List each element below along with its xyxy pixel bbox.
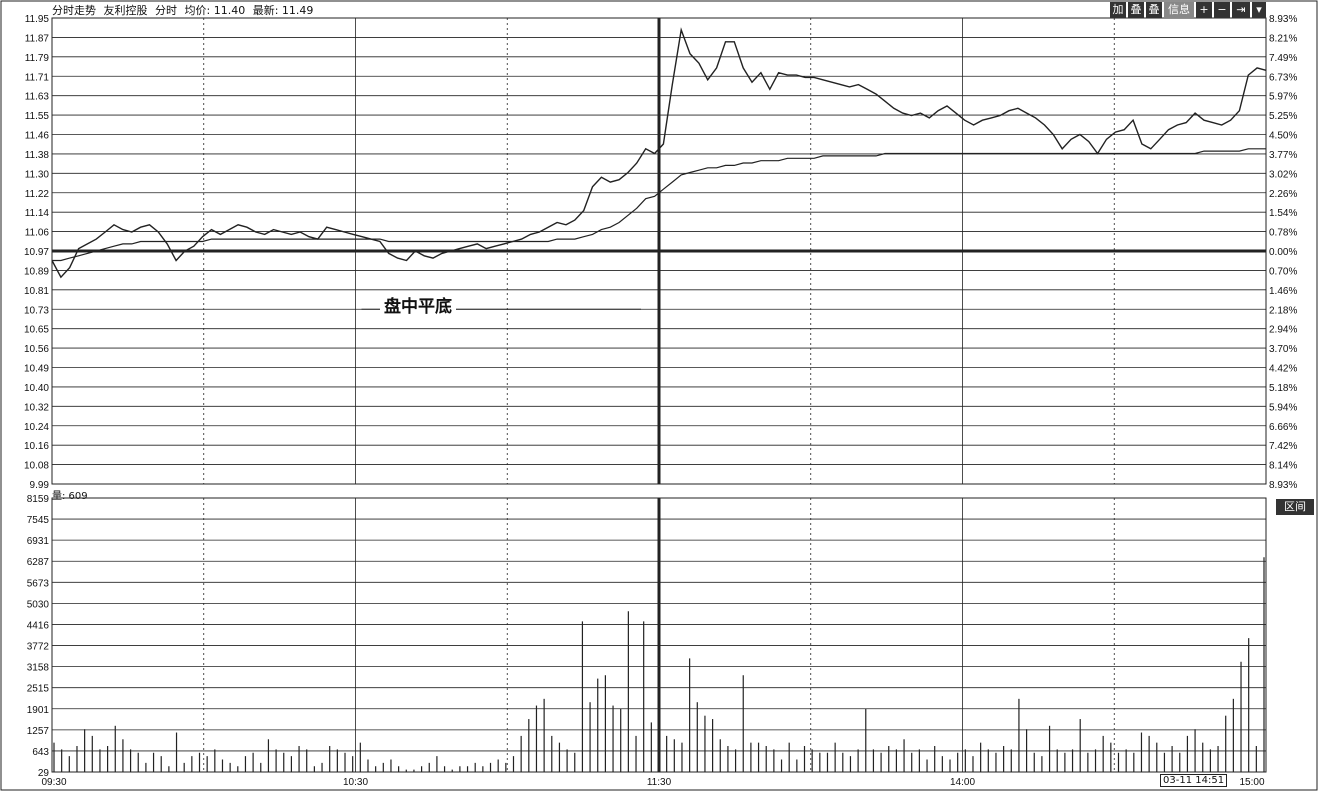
view-title: 分时走势 (52, 4, 96, 17)
stack-button[interactable]: 叠 (1146, 2, 1162, 18)
percent-tick-label: 3.02% (1269, 169, 1297, 180)
percent-tick-label: 0.00% (1269, 247, 1297, 258)
price-tick-label: 11.06 (25, 228, 50, 239)
cursor-time-tag: 03-11 14:51 (1160, 774, 1228, 787)
percent-tick-label: 8.21% (1269, 33, 1297, 44)
overlay-button[interactable]: 叠 (1128, 2, 1144, 18)
volume-tick-label: 1901 (27, 705, 50, 716)
price-tick-label: 10.89 (24, 266, 49, 277)
time-tick-label: 14:00 (950, 777, 975, 788)
avg-price-label: 均价: 11.40 (184, 4, 246, 17)
percent-tick-label: 5.94% (1269, 402, 1297, 413)
percent-tick-label: 0.70% (1269, 266, 1297, 277)
volume-tick-label: 5030 (27, 599, 50, 610)
percent-tick-label: 3.77% (1269, 150, 1297, 161)
price-tick-label: 10.24 (24, 422, 49, 433)
percent-tick-label: 1.54% (1269, 208, 1297, 219)
menu-chevron-down-icon[interactable]: ▾ (1252, 2, 1266, 18)
percent-tick-label: 1.46% (1269, 286, 1297, 297)
price-tick-label: 10.56 (24, 344, 49, 355)
price-tick-label: 11.30 (25, 169, 50, 180)
percent-tick-label: 7.42% (1269, 441, 1297, 452)
price-tick-label: 11.46 (25, 131, 50, 142)
volume-tick-label: 4416 (27, 620, 50, 631)
time-tick-label: 15:00 (1239, 777, 1264, 788)
info-button[interactable]: 信息 (1164, 2, 1194, 18)
percent-tick-label: 5.25% (1269, 111, 1297, 122)
volume-tick-label: 6287 (27, 557, 50, 568)
percent-tick-label: 2.18% (1269, 305, 1297, 316)
chart-header: 分时走势 友利控股 分时 均价: 11.40 最新: 11.49 (52, 2, 317, 18)
price-line (51, 27, 1267, 279)
stock-name: 友利控股 (103, 4, 148, 17)
volume-tick-label: 3772 (27, 642, 50, 653)
price-tick-label: 10.73 (24, 305, 49, 316)
percent-tick-label: 6.66% (1269, 422, 1297, 433)
latest-price-label: 最新: 11.49 (252, 4, 314, 17)
price-tick-label: 11.95 (25, 14, 50, 25)
price-tick-label: 11.87 (25, 33, 50, 44)
price-tick-label: 11.55 (25, 111, 50, 122)
percent-tick-label: 0.78% (1269, 228, 1297, 239)
price-tick-label: 10.32 (24, 402, 49, 413)
price-tick-label: 11.14 (25, 208, 50, 219)
volume-tick-label: 7545 (27, 515, 50, 526)
price-tick-label: 10.08 (24, 461, 49, 472)
percent-tick-label: 8.93% (1269, 480, 1297, 491)
volume-label: 量: 609 (52, 491, 88, 502)
mode-label: 分时 (155, 4, 177, 17)
percent-tick-label: 8.93% (1269, 14, 1297, 25)
price-tick-label: 10.65 (24, 325, 49, 336)
price-tick-label: 10.40 (24, 383, 49, 394)
volume-tick-label: 643 (32, 747, 49, 758)
percent-tick-label: 4.42% (1269, 364, 1297, 375)
next-button[interactable]: ⇥ (1232, 2, 1250, 18)
average-price-line (52, 148, 1266, 262)
price-tick-label: 10.16 (24, 441, 49, 452)
percent-tick-label: 6.73% (1269, 72, 1297, 83)
price-tick-label: 9.99 (30, 480, 50, 491)
price-tick-label: 11.63 (25, 92, 50, 103)
percent-tick-label: 2.94% (1269, 325, 1297, 336)
percent-tick-label: 3.70% (1269, 344, 1297, 355)
time-tick-label: 10:30 (343, 777, 368, 788)
add-button[interactable]: 加 (1110, 2, 1126, 18)
zoom-out-button[interactable]: − (1214, 2, 1230, 18)
percent-tick-label: 5.97% (1269, 92, 1297, 103)
percent-tick-label: 4.50% (1269, 131, 1297, 142)
price-tick-label: 11.38 (25, 150, 50, 161)
percent-tick-label: 2.26% (1269, 189, 1297, 200)
range-button[interactable]: 区间 (1276, 499, 1314, 515)
time-tick-label: 09:30 (41, 777, 66, 788)
percent-tick-label: 5.18% (1269, 383, 1297, 394)
volume-tick-label: 2515 (27, 684, 50, 695)
volume-tick-label: 29 (38, 768, 50, 779)
outer-frame (0, 0, 1318, 791)
annotation-label: 盘中平底 (380, 292, 456, 317)
percent-tick-label: 7.49% (1269, 53, 1297, 64)
volume-tick-label: 1257 (27, 726, 50, 737)
volume-tick-label: 6931 (27, 536, 50, 547)
price-tick-label: 10.49 (24, 364, 49, 375)
volume-tick-label: 3158 (27, 663, 50, 674)
volume-tick-label: 5673 (27, 578, 50, 589)
price-tick-label: 10.97 (24, 247, 49, 258)
price-tick-label: 11.22 (25, 189, 50, 200)
zoom-in-button[interactable]: + (1196, 2, 1212, 18)
price-tick-label: 11.71 (25, 72, 50, 83)
volume-tick-label: 8159 (27, 494, 50, 505)
time-tick-label: 11:30 (647, 777, 672, 788)
price-tick-label: 11.79 (25, 53, 50, 64)
percent-tick-label: 8.14% (1269, 461, 1297, 472)
price-tick-label: 10.81 (24, 286, 49, 297)
